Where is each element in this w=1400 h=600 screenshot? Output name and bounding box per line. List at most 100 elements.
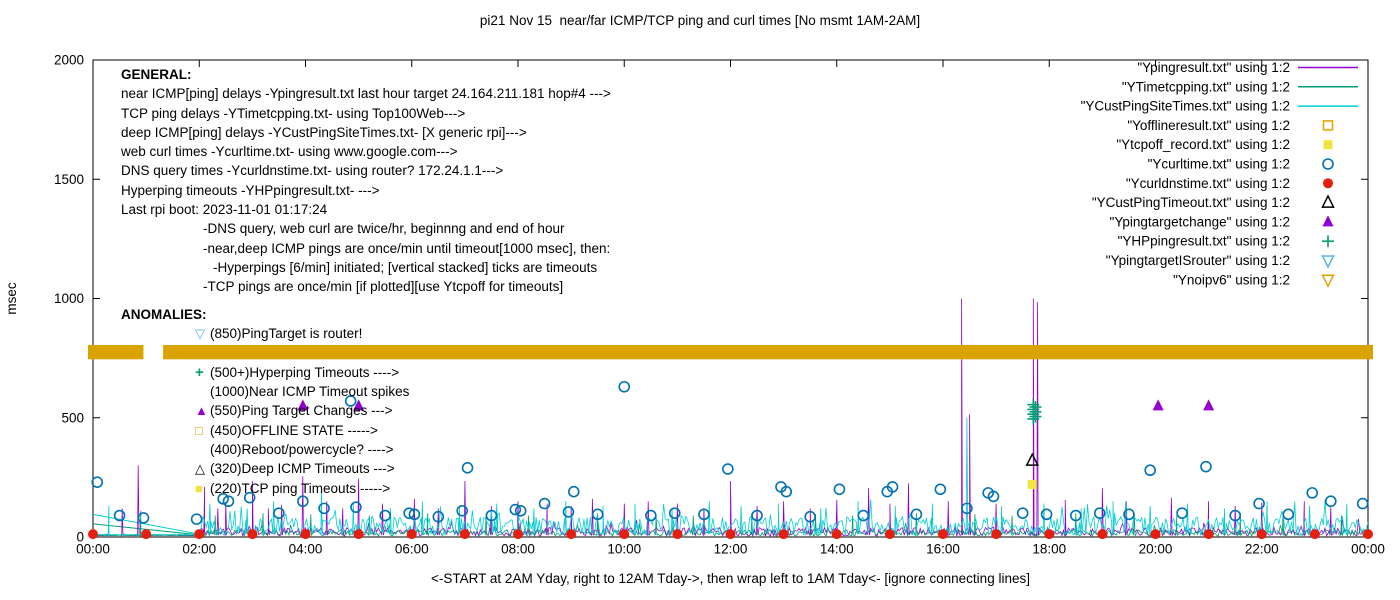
general-line: deep ICMP[ping] delays -YCustPingSiteTim… — [121, 124, 527, 140]
wrap-line — [92, 513, 202, 536]
circle-filled-marker — [459, 529, 470, 540]
circle-open-marker — [1282, 508, 1295, 521]
legend-label: "Ypingtargetchange" using 1:2 — [1110, 214, 1290, 229]
circle-open-marker — [618, 380, 631, 393]
general-annotations: GENERAL: near ICMP[ping] delays -Ypingre… — [121, 65, 611, 297]
legend-label: "YTimetcpping.txt" using 1:2 — [1122, 79, 1290, 94]
general-line: -DNS query, web curl are twice/hr, begin… — [203, 221, 565, 237]
series-points-YCustPingTimeout — [1025, 452, 1039, 466]
circle-open-marker — [1253, 497, 1265, 510]
series-points-Ypingtargetchange — [297, 399, 1215, 411]
noipv6-band-segment — [163, 345, 1373, 360]
circle-filled-marker — [1309, 529, 1320, 540]
circle-filled-marker — [353, 529, 364, 540]
circle-filled-marker — [1150, 529, 1161, 540]
legend-label: "Ytcpoff_record.txt" using 1:2 — [1116, 137, 1290, 152]
anomaly-row — [121, 344, 409, 363]
x-tick-label: 14:00 — [820, 542, 854, 557]
circle-open-marker — [1325, 495, 1337, 508]
triangle-filled-marker — [1322, 215, 1334, 227]
series-points-Ytcpoff_record — [1027, 480, 1037, 490]
circle-open-marker — [137, 512, 150, 524]
circle-open-marker — [273, 507, 285, 519]
circle-filled-marker — [831, 529, 842, 540]
x-tick-label: 10:00 — [607, 542, 641, 557]
circle-open-marker — [1322, 158, 1334, 170]
legend-label: "YHPpingresult.txt" using 1:2 — [1118, 234, 1290, 249]
circle-filled-marker — [1323, 178, 1333, 189]
series-points-Ycurltime — [91, 380, 1369, 525]
circle-open-marker — [987, 490, 1000, 503]
anomaly-label: (400)Reboot/powercycle? ----> — [210, 442, 394, 458]
circle-filled-marker — [141, 529, 152, 540]
circle-open-marker — [461, 462, 474, 474]
y-tick-label: 1500 — [54, 172, 84, 187]
circle-open-marker — [698, 508, 710, 521]
plus-marker — [1322, 235, 1334, 248]
general-lines: near ICMP[ping] delays -Ypingresult.txt … — [121, 84, 611, 296]
circle-open-marker — [509, 503, 522, 516]
circle-open-marker — [1306, 487, 1319, 499]
anomaly-row: (1000)Near ICMP Timeout spikes — [121, 382, 409, 401]
square-filled-marker — [1323, 140, 1333, 150]
circle-open-marker — [190, 513, 203, 525]
square-filled-marker — [1027, 480, 1037, 490]
anomaly-label: (220)TCP ping Timeouts -----> — [210, 480, 391, 496]
legend-label: "Yofflineresult.txt" using 1:2 — [1127, 118, 1290, 133]
circle-open-marker — [297, 495, 309, 508]
circle-open-marker — [562, 506, 575, 518]
circle-filled-marker — [406, 529, 417, 540]
circle-open-marker — [1356, 497, 1369, 510]
general-line: Last rpi boot: 2023-11-01 01:17:24 — [121, 202, 328, 218]
triangle-open-marker — [1025, 452, 1039, 466]
triangle-open-marker — [1321, 194, 1335, 208]
legend-label: "YCustPingTimeout.txt" using 1:2 — [1092, 195, 1290, 210]
general-line: DNS query times -Ycurldnstime.txt- using… — [121, 163, 504, 179]
circle-filled-marker — [1044, 529, 1055, 540]
circle-open-marker — [1176, 507, 1188, 519]
circle-open-marker — [432, 510, 445, 523]
triangle-filled-marker — [1152, 399, 1164, 411]
series-points-YHPpingresult — [1027, 398, 1042, 425]
triangle-down-open-marker — [1321, 255, 1335, 269]
general-line: -Hyperpings [6/min] initiated; [vertical… — [213, 259, 598, 275]
noipv6-band-segment — [88, 345, 144, 360]
circle-open-marker — [350, 501, 362, 513]
general-heading: GENERAL: — [121, 67, 192, 82]
x-tick-label: 06:00 — [395, 542, 429, 557]
circle-filled-marker — [1203, 529, 1214, 540]
circle-open-marker — [222, 495, 235, 508]
circle-open-marker — [217, 493, 229, 505]
legend-label: "YpingtargetISrouter" using 1:2 — [1106, 253, 1290, 268]
triangle-open-icon: △ — [195, 461, 205, 477]
circle-filled-marker — [991, 529, 1002, 540]
circle-filled-marker — [1363, 529, 1373, 540]
chart-title: pi21 Nov 15 near/far ICMP/TCP ping and c… — [479, 13, 921, 28]
legend-label: "Ynoipv6" using 1:2 — [1173, 272, 1290, 287]
anomaly-row: (400)Reboot/powercycle? ----> — [121, 440, 409, 459]
anomaly-label: (450)OFFLINE STATE -----> — [210, 422, 378, 438]
anomaly-row: □ (450)OFFLINE STATE -----> — [121, 421, 409, 440]
square-open-marker — [1322, 120, 1334, 131]
triangle-down-open-icon: ▽ — [195, 326, 205, 342]
circle-filled-marker — [1256, 529, 1267, 540]
anomalies-annotations: ANOMALIES: ▽ (850)PingTarget is router! + (… — [121, 305, 409, 498]
circle-filled-marker — [725, 529, 736, 540]
circle-open-marker — [456, 504, 469, 517]
square-open-icon: □ — [195, 422, 203, 438]
anomaly-label: (500+)Hyperping Timeouts ----> — [210, 364, 400, 380]
legend-label: "Ycurldnstime.txt" using 1:2 — [1126, 176, 1290, 191]
x-tick-label: 02:00 — [182, 542, 216, 557]
circle-open-marker — [1200, 460, 1212, 473]
circle-open-marker — [485, 509, 498, 522]
series-line-YCustPingSiteTimes — [92, 417, 1369, 537]
circle-open-marker — [751, 509, 763, 522]
circle-open-marker — [1070, 509, 1082, 522]
circle-open-marker — [833, 483, 846, 496]
y-tick-label: 0 — [76, 530, 84, 545]
circle-open-marker — [1040, 508, 1053, 521]
circle-open-marker — [910, 508, 923, 521]
circle-open-marker — [1144, 464, 1156, 477]
anomaly-row: △ (320)Deep ICMP Timeouts ---> — [121, 459, 409, 478]
